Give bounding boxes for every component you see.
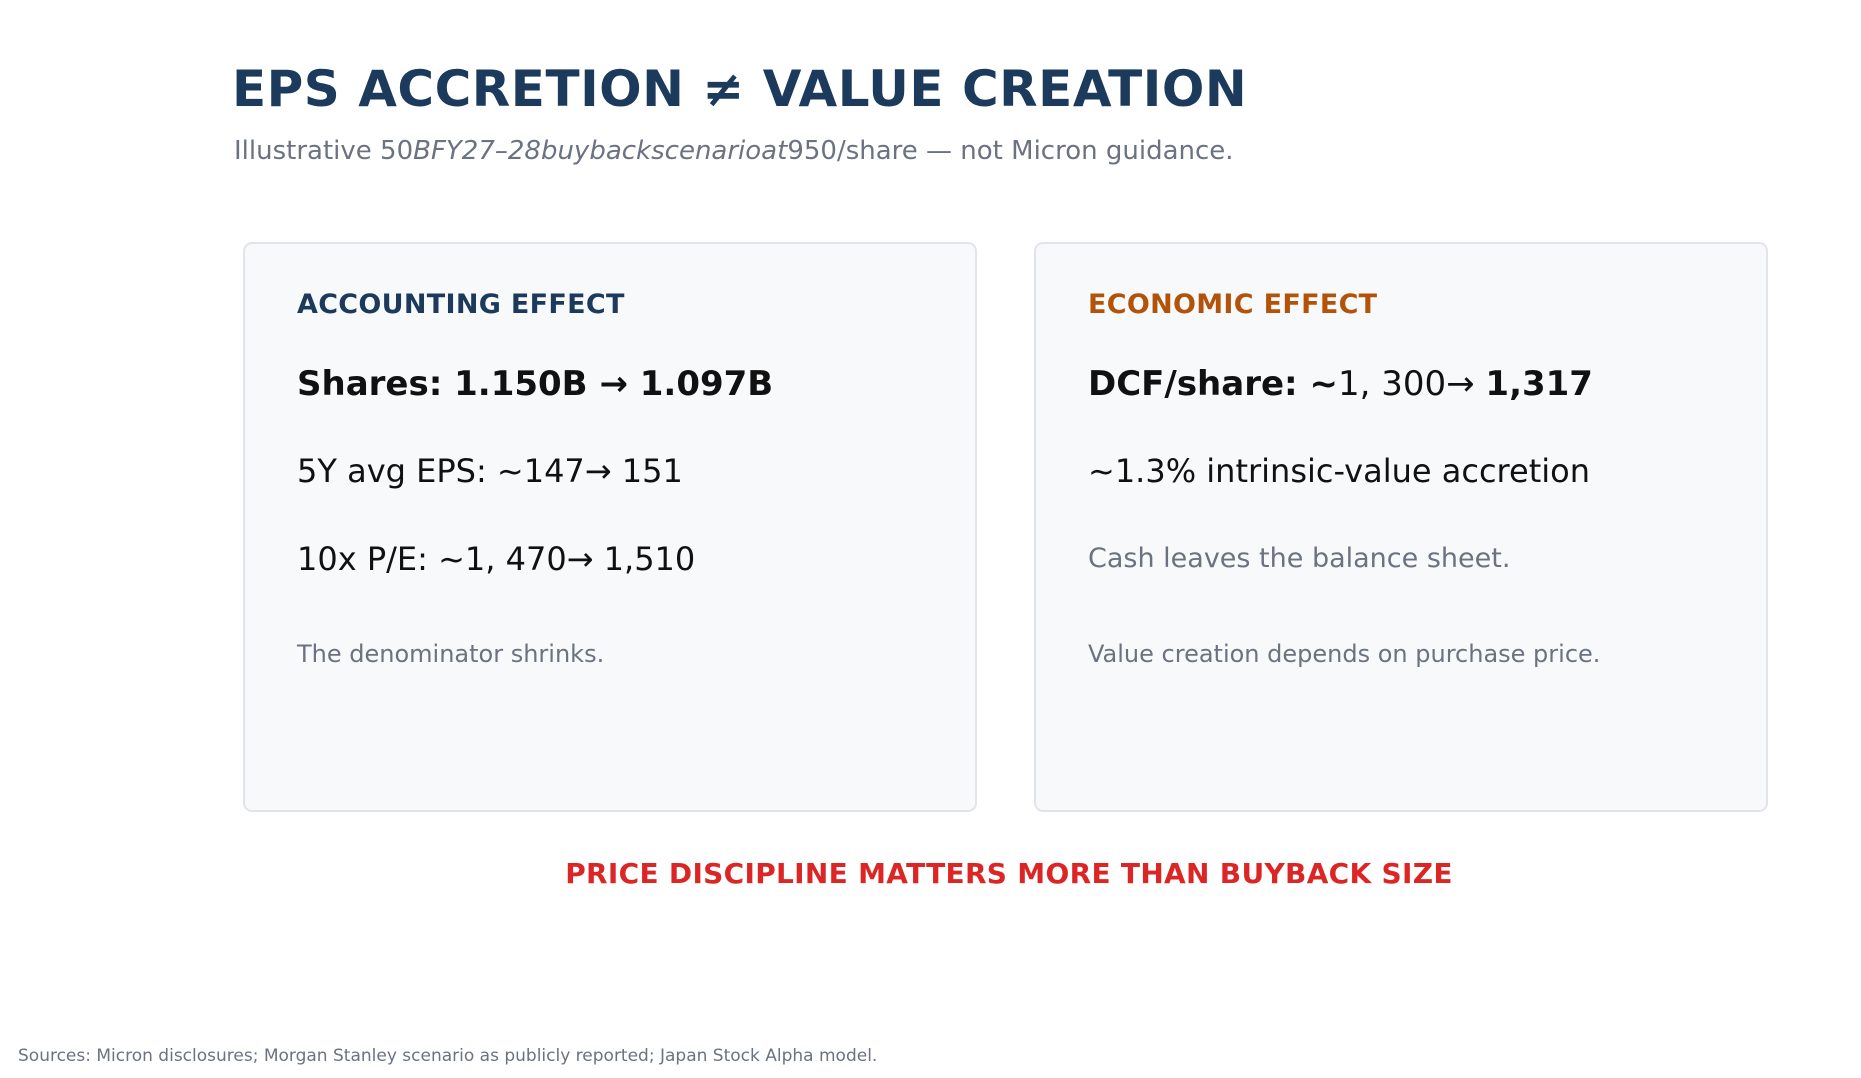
key-takeaway-callout: PRICE DISCIPLINE MATTERS MORE THAN BUYBA…	[565, 857, 1453, 890]
accretion-line: ~1.3% intrinsic-value accretion	[1088, 452, 1590, 490]
economic-effect-heading: ECONOMIC EFFECT	[1088, 289, 1378, 320]
subtitle-math-segment: BFY27–28buybackscenarioat	[413, 136, 788, 166]
shares-label: Shares:	[297, 364, 455, 404]
dcf-value: 1,317	[1485, 364, 1593, 404]
pe-line: 10x P/E: ~1, 470→ 1,510	[297, 540, 696, 578]
cash-line: Cash leaves the balance sheet.	[1088, 543, 1511, 574]
eps-line: 5Y avg EPS: ~147→ 151	[297, 452, 683, 490]
economic-note: Value creation depends on purchase price…	[1088, 640, 1601, 668]
accounting-note: The denominator shrinks.	[297, 640, 605, 668]
economic-effect-card: ECONOMIC EFFECT DCF/share: ~1, 300→ 1,31…	[1034, 242, 1768, 812]
sources-footnote: Sources: Micron disclosures; Morgan Stan…	[18, 1046, 878, 1066]
accounting-effect-heading: ACCOUNTING EFFECT	[297, 289, 625, 320]
dcf-label: DCF/share: ~	[1088, 364, 1338, 404]
dcf-line: DCF/share: ~1, 300→ 1,317	[1088, 362, 1593, 406]
accounting-card-content: ACCOUNTING EFFECT Shares: 1.150B → 1.097…	[297, 244, 955, 810]
dcf-math-segment: 1, 300→	[1337, 364, 1486, 404]
shares-value: 1.150B → 1.097B	[454, 364, 774, 404]
shares-line: Shares: 1.150B → 1.097B	[297, 362, 773, 406]
accounting-effect-card: ACCOUNTING EFFECT Shares: 1.150B → 1.097…	[243, 242, 977, 812]
page-subtitle: Illustrative 50BFY27–28buybackscenarioat…	[234, 134, 1234, 168]
economic-card-content: ECONOMIC EFFECT DCF/share: ~1, 300→ 1,31…	[1088, 244, 1746, 810]
subtitle-suffix: 950/share — not Micron guidance.	[787, 136, 1234, 166]
page-title: EPS ACCRETION ≠ VALUE CREATION	[232, 60, 1248, 118]
subtitle-prefix: Illustrative 50	[234, 136, 414, 166]
